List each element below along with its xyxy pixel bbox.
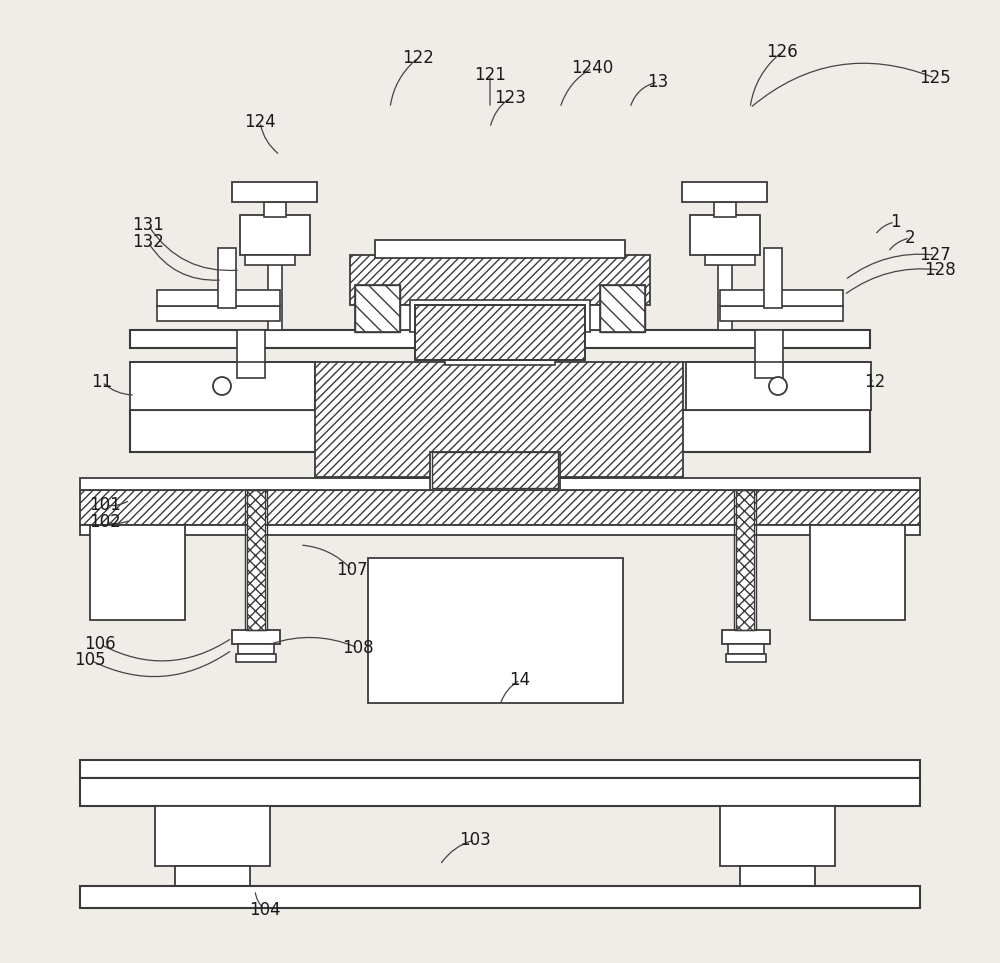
Text: 1: 1 (890, 213, 900, 231)
Text: 104: 104 (249, 901, 281, 919)
Text: 126: 126 (766, 43, 798, 61)
Text: 2: 2 (905, 229, 915, 247)
Text: 107: 107 (336, 561, 368, 579)
Bar (175, 866, 250, 886)
Bar (264, 202, 286, 217)
Bar (728, 644, 764, 654)
Bar (90, 525, 185, 620)
Circle shape (769, 377, 787, 395)
Text: 14: 14 (509, 671, 531, 689)
Text: 106: 106 (84, 635, 116, 653)
Text: 122: 122 (402, 49, 434, 67)
Bar (682, 182, 767, 202)
Bar (390, 453, 590, 478)
Bar (80, 778, 920, 806)
Bar (415, 305, 585, 360)
Bar (600, 285, 645, 332)
Bar (155, 806, 270, 866)
Bar (237, 330, 265, 378)
Bar (80, 760, 920, 778)
Text: 1240: 1240 (571, 59, 613, 77)
Bar (415, 305, 585, 360)
Text: 101: 101 (89, 496, 121, 514)
Text: 121: 121 (474, 66, 506, 84)
Bar (430, 452, 560, 490)
Bar (157, 290, 280, 306)
Bar (734, 490, 756, 630)
Circle shape (213, 377, 231, 395)
Text: 132: 132 (132, 233, 164, 251)
Text: 131: 131 (132, 216, 164, 234)
Text: 12: 12 (864, 373, 886, 391)
Text: 125: 125 (919, 69, 951, 87)
Bar (157, 306, 280, 321)
Bar (445, 330, 555, 365)
Bar (736, 490, 754, 630)
Text: 102: 102 (89, 513, 121, 531)
Text: 103: 103 (459, 831, 491, 849)
Bar (720, 290, 843, 306)
Bar (390, 305, 610, 330)
Bar (130, 410, 870, 452)
Bar (236, 654, 276, 662)
Bar (726, 654, 766, 662)
Bar (755, 330, 783, 378)
Bar (80, 886, 920, 908)
Bar (690, 215, 760, 255)
Text: 124: 124 (244, 113, 276, 131)
Bar (740, 866, 815, 886)
Text: 108: 108 (342, 639, 374, 657)
Bar (705, 255, 755, 265)
Bar (375, 240, 625, 258)
Bar (232, 630, 280, 644)
Bar (130, 330, 870, 348)
Bar (80, 525, 920, 535)
Text: 105: 105 (74, 651, 106, 669)
Bar (247, 490, 265, 630)
Bar (245, 255, 295, 265)
Bar (232, 182, 317, 202)
Bar (130, 362, 315, 410)
Bar (714, 202, 736, 217)
Text: 128: 128 (924, 261, 956, 279)
Bar (80, 490, 920, 525)
Text: 13: 13 (647, 73, 669, 91)
Bar (410, 300, 590, 332)
Text: 127: 127 (919, 246, 951, 264)
Bar (350, 255, 650, 305)
Bar (245, 490, 267, 630)
Bar (315, 362, 683, 477)
Bar (720, 806, 835, 866)
Bar (722, 630, 770, 644)
Bar (718, 248, 732, 330)
Bar (720, 306, 843, 321)
Bar (600, 285, 645, 332)
Bar (810, 525, 905, 620)
Bar (368, 558, 623, 703)
Bar (238, 644, 274, 654)
Bar (432, 452, 558, 488)
Text: 123: 123 (494, 89, 526, 107)
Bar (218, 248, 236, 308)
Bar (80, 478, 920, 490)
Text: 11: 11 (91, 373, 113, 391)
Bar (268, 248, 282, 330)
Bar (355, 285, 400, 332)
Bar (686, 362, 871, 410)
Bar (240, 215, 310, 255)
Bar (764, 248, 782, 308)
Bar (355, 285, 400, 332)
